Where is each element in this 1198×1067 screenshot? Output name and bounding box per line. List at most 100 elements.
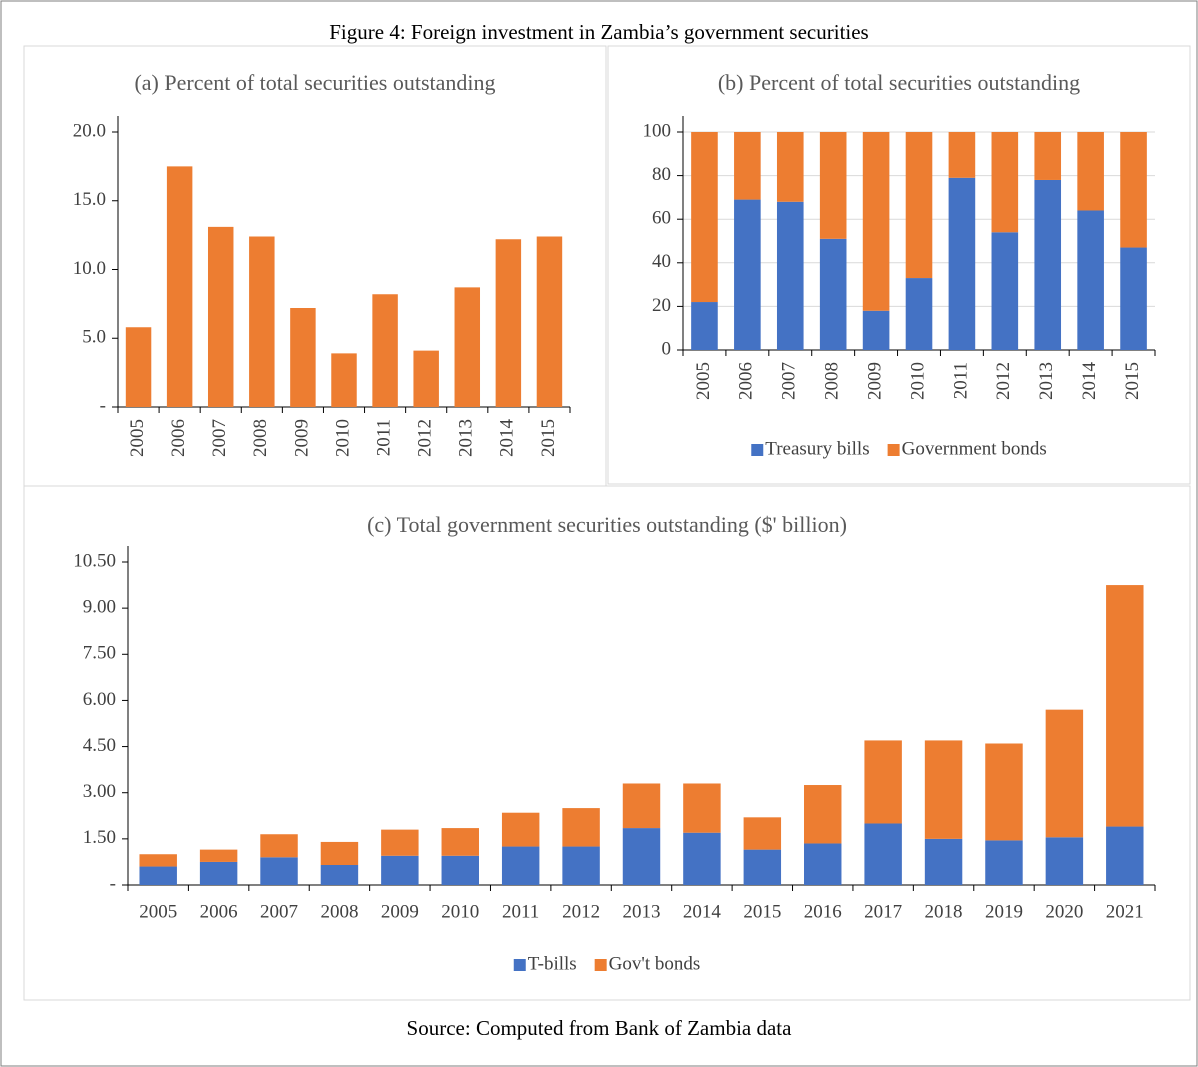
x-tick-label: 2006: [736, 362, 757, 400]
bar-segment: [734, 199, 761, 350]
x-tick-label: 2014: [1079, 362, 1100, 401]
bar-segment: [991, 232, 1019, 350]
bar-segment: [804, 843, 842, 885]
bar: [372, 294, 398, 407]
bar-segment: [948, 132, 976, 178]
bar-segment: [776, 201, 804, 350]
y-tick-label: 40: [652, 251, 671, 272]
y-tick-label: 1.50: [83, 827, 116, 848]
bar-segment: [562, 846, 600, 885]
bar-segment: [691, 132, 718, 303]
bar: [536, 236, 563, 407]
bar-segment: [743, 817, 782, 850]
bar-segment: [985, 743, 1023, 841]
y-tick-label: -: [100, 395, 106, 416]
x-tick-label: 2013: [623, 901, 661, 922]
figure-title: Figure 4: Foreign investment in Zambia’s…: [329, 20, 868, 44]
bar: [495, 239, 522, 407]
bar-segment: [1077, 132, 1104, 211]
chart-title: (b) Percent of total securities outstand…: [718, 70, 1080, 95]
panel-border: [23, 485, 1191, 1001]
bar: [413, 350, 439, 407]
bar-segment: [139, 866, 177, 885]
x-tick-label: 2013: [1036, 362, 1057, 400]
bar: [166, 166, 193, 407]
x-tick-label: 2012: [415, 419, 436, 457]
bar: [454, 287, 481, 407]
bar-segment: [804, 785, 842, 844]
bar-segment: [864, 740, 902, 824]
x-tick-label: 2019: [985, 901, 1023, 922]
y-tick-label: 100: [643, 120, 672, 141]
bar-segment: [985, 840, 1023, 885]
x-tick-label: 2013: [456, 419, 477, 457]
bar-segment: [562, 808, 600, 847]
bar-segment: [1034, 132, 1062, 180]
x-tick-label: 2005: [127, 419, 148, 457]
bar-segment: [862, 132, 890, 311]
bar: [249, 236, 275, 407]
x-tick-label: 2009: [291, 419, 312, 457]
y-tick-label: 15.0: [73, 189, 106, 210]
bar-segment: [320, 841, 359, 866]
x-tick-label: 2009: [864, 362, 885, 400]
bar-segment: [622, 783, 661, 829]
bar-segment: [501, 846, 540, 885]
bar-segment: [862, 310, 890, 350]
x-tick-label: 2005: [139, 901, 177, 922]
x-tick-label: 2010: [441, 901, 479, 922]
x-tick-label: 2007: [779, 362, 800, 400]
y-tick-label: 80: [652, 164, 671, 185]
bar-segment: [1120, 132, 1147, 248]
x-tick-label: 2014: [683, 901, 722, 922]
y-tick-label: 4.50: [83, 735, 116, 756]
legend: Treasury bills Government bonds: [751, 438, 1047, 459]
x-tick-label: 2011: [950, 362, 971, 399]
bar-segment: [924, 740, 963, 839]
bar-segment: [441, 828, 479, 856]
bar-segment: [441, 855, 479, 885]
x-tick-label: 2014: [497, 419, 518, 458]
legend-label: Government bonds: [902, 438, 1047, 459]
x-tick-label: 2008: [250, 419, 271, 457]
source-note: Source: Computed from Bank of Zambia dat…: [407, 1016, 793, 1040]
x-tick-label: 2007: [260, 901, 298, 922]
bar-segment: [622, 828, 661, 885]
chart-title: (c) Total government securities outstand…: [367, 512, 847, 537]
y-tick-label: -: [110, 873, 116, 894]
x-tick-label: 2006: [200, 901, 238, 922]
bar-segment: [260, 834, 298, 858]
y-tick-label: 7.50: [83, 643, 116, 664]
bar: [207, 226, 234, 407]
bar-segment: [199, 849, 238, 862]
bar-segment: [260, 857, 298, 885]
y-tick-label: 9.00: [83, 597, 116, 618]
bar-segment: [1077, 210, 1104, 350]
legend-label: T-bills: [528, 953, 577, 974]
bar: [125, 327, 152, 407]
x-tick-label: 2015: [743, 901, 781, 922]
y-tick-label: 10.0: [73, 258, 106, 279]
panel-border: [607, 45, 1191, 485]
bar-segment: [683, 783, 721, 833]
bar-segment: [776, 132, 804, 202]
chart-title: (a) Percent of total securities outstand…: [134, 70, 495, 95]
x-tick-label: 2012: [562, 901, 600, 922]
x-tick-label: 2021: [1106, 901, 1144, 922]
bar-segment: [691, 302, 718, 350]
x-tick-label: 2012: [993, 362, 1014, 400]
x-tick-label: 2010: [332, 419, 353, 457]
bar-segment: [501, 812, 540, 847]
bar-segment: [905, 132, 933, 279]
bar-segment: [683, 832, 721, 885]
bar-segment: [1106, 826, 1144, 885]
bar-segment: [320, 865, 359, 885]
x-tick-label: 2015: [1122, 362, 1143, 400]
x-tick-label: 2005: [693, 362, 714, 400]
bar-segment: [139, 854, 177, 867]
y-tick-label: 60: [652, 208, 671, 229]
bar-segment: [1045, 837, 1084, 885]
bar-segment: [381, 829, 419, 856]
bar-segment: [864, 823, 902, 885]
